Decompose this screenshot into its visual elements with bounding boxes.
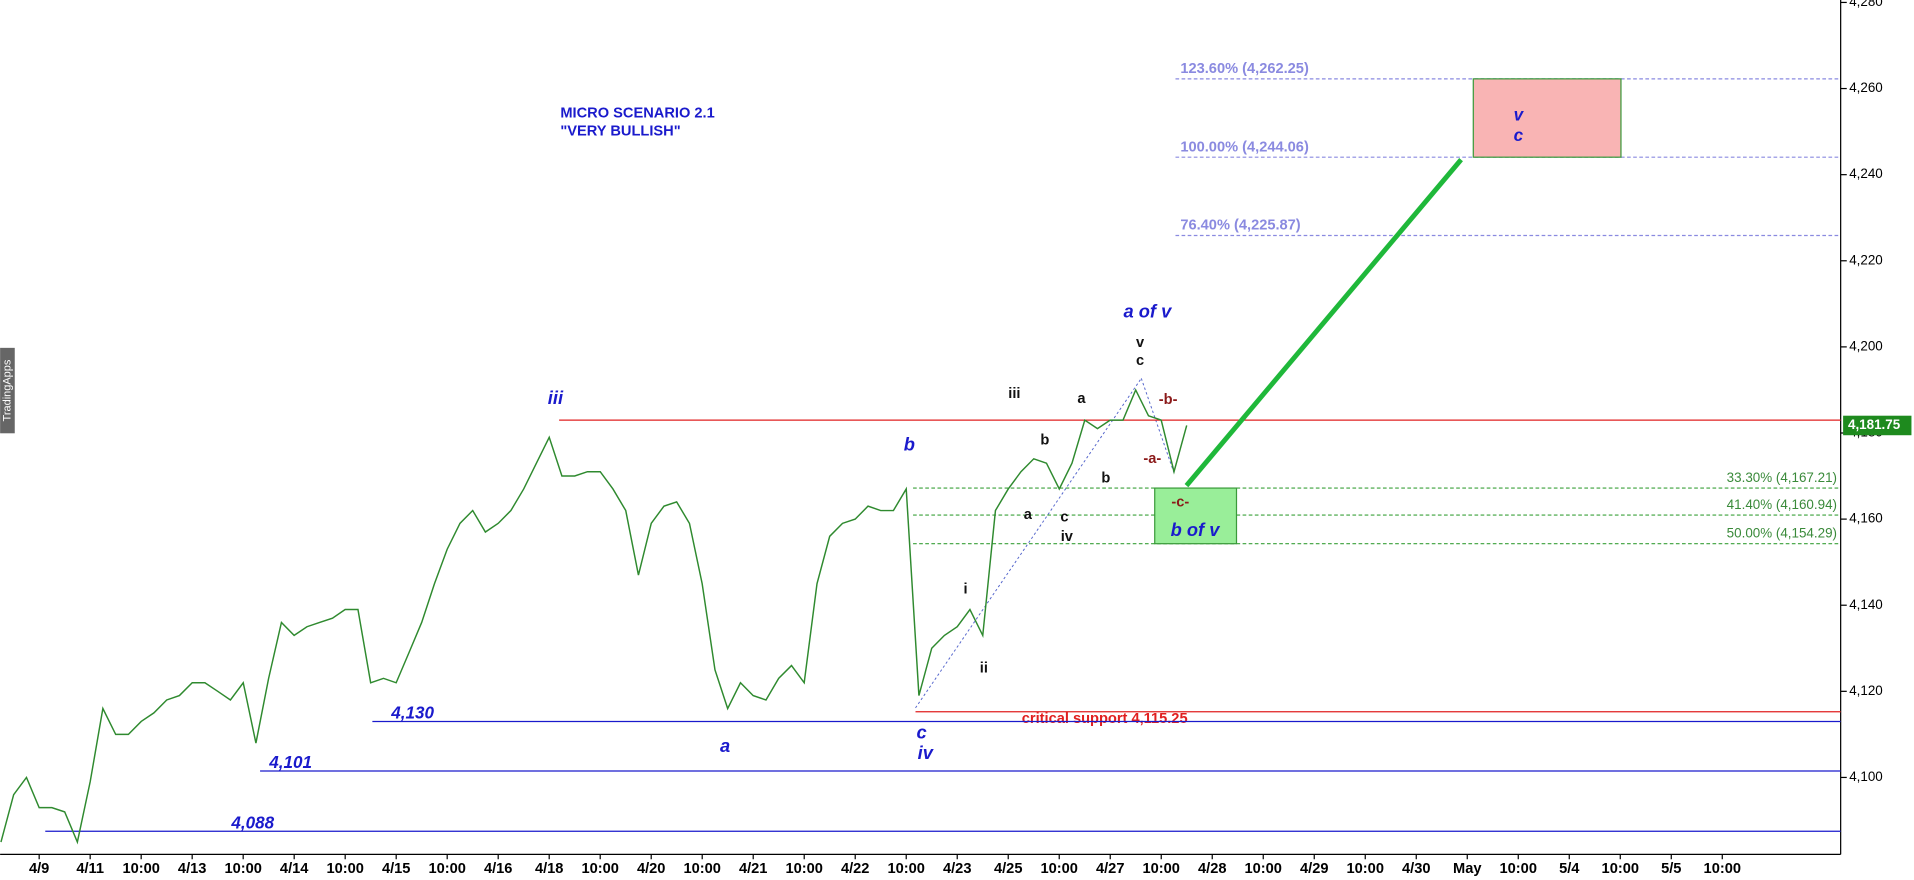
x-tick-label: 10:00	[1143, 861, 1180, 877]
x-tick-label: 10:00	[581, 861, 618, 877]
x-tick-label: 4/22	[841, 861, 869, 877]
wave-label: a	[720, 735, 730, 756]
wave-label: c	[1136, 353, 1144, 369]
wave-label: a	[1077, 391, 1086, 407]
x-tick-label: 4/14	[280, 861, 309, 877]
wave-label: b of v	[1171, 519, 1221, 540]
wave-label: i	[964, 581, 968, 597]
x-tick-label: 4/20	[637, 861, 665, 877]
x-tick-label: 4/25	[994, 861, 1022, 877]
x-tick-label: 4/23	[943, 861, 971, 877]
y-tick-label: 4,220	[1849, 252, 1883, 267]
x-tick-label: 5/4	[1559, 861, 1580, 877]
x-tick-label: 10:00	[428, 861, 465, 877]
target-box	[1472, 78, 1622, 158]
y-tick-label: 4,120	[1849, 683, 1883, 698]
x-tick-label: 4/11	[76, 861, 104, 877]
x-tick-label: 10:00	[786, 861, 823, 877]
wave-label: iv	[918, 742, 934, 763]
x-tick-label: 4/9	[29, 861, 49, 877]
x-tick-label: 10:00	[1602, 861, 1639, 877]
x-tick-label: 4/13	[178, 861, 206, 877]
x-tick-label: 10:00	[1500, 861, 1537, 877]
wave-label: ii	[980, 661, 988, 677]
wave-label: v	[1514, 105, 1525, 124]
support-label: 4,101	[268, 753, 312, 772]
x-tick-label: 5/5	[1661, 861, 1681, 877]
y-tick-label: 4,160	[1849, 511, 1883, 526]
watermark-bg	[0, 347, 15, 434]
wave-label: b	[904, 433, 915, 454]
x-tick-label: 4/30	[1402, 861, 1430, 877]
y-tick-label: 4,240	[1849, 166, 1883, 181]
x-tick-label: 4/27	[1096, 861, 1124, 877]
y-tick-label: 4,260	[1849, 80, 1883, 95]
chart-title: MICRO SCENARIO 2.1	[560, 105, 714, 121]
fib-target-label: 123.60% (4,262.25)	[1180, 61, 1309, 77]
wave-label: iii	[1008, 386, 1020, 402]
x-tick-label: 10:00	[684, 861, 721, 877]
critical-support-label: critical support 4,115.25	[1022, 711, 1188, 727]
last-price-tag	[1843, 415, 1912, 436]
x-tick-label: 4/29	[1300, 861, 1328, 877]
y-tick-label: 4,140	[1849, 597, 1883, 612]
last-price-label: 4,181.75	[1848, 417, 1901, 432]
wave-label: -b-	[1159, 392, 1178, 408]
wave-label: b	[1101, 470, 1110, 486]
x-tick-label: 4/18	[535, 861, 563, 877]
fib-target-label: 76.40% (4,225.87)	[1180, 218, 1300, 234]
chart-subtitle: "VERY BULLISH"	[560, 124, 680, 140]
support-box	[1154, 487, 1238, 545]
x-tick-label: 10:00	[224, 861, 261, 877]
wave-label: iii	[548, 387, 564, 408]
support-label: 4,130	[390, 704, 434, 723]
x-tick-label: 4/21	[739, 861, 767, 877]
x-tick-label: 10:00	[326, 861, 363, 877]
x-tick-label: 4/16	[484, 861, 512, 877]
wave-label: c	[917, 721, 927, 742]
x-tick-label: 10:00	[1041, 861, 1078, 877]
fib-retracement-label: 50.00% (4,154.29)	[1727, 525, 1837, 540]
trend-line	[1140, 378, 1175, 474]
wave-label: -a-	[1143, 451, 1161, 467]
y-tick-label: 4,280	[1849, 0, 1883, 9]
x-tick-label: 10:00	[888, 861, 925, 877]
fib-retracement-label: 33.30% (4,167.21)	[1727, 470, 1837, 485]
wave-label: c	[1514, 126, 1524, 145]
x-tick-label: 10:00	[1245, 861, 1282, 877]
x-tick-label: 10:00	[122, 861, 159, 877]
x-tick-label: May	[1453, 861, 1482, 877]
trend-line	[915, 378, 1142, 709]
wave-label: b	[1040, 432, 1049, 448]
watermark: TradingApps	[1, 359, 13, 421]
wave-label: a of v	[1124, 300, 1173, 321]
wave-label: v	[1136, 335, 1145, 351]
projection-arrow	[1184, 158, 1463, 488]
y-tick-label: 4,100	[1849, 769, 1883, 784]
support-label: 4,088	[230, 813, 274, 832]
y-tick-label: 4,200	[1849, 338, 1883, 353]
fib-target-label: 100.00% (4,244.06)	[1180, 139, 1309, 155]
x-tick-label: 4/15	[382, 861, 410, 877]
fib-retracement-label: 41.40% (4,160.94)	[1727, 497, 1837, 512]
price-line	[0, 388, 1188, 845]
wave-label: -c-	[1171, 495, 1189, 511]
wave-label: c	[1060, 509, 1068, 525]
wave-label: iv	[1061, 529, 1074, 545]
x-tick-label: 10:00	[1347, 861, 1384, 877]
x-tick-label: 10:00	[1704, 861, 1741, 877]
x-tick-label: 4/28	[1198, 861, 1226, 877]
wave-label: a	[1024, 507, 1033, 523]
